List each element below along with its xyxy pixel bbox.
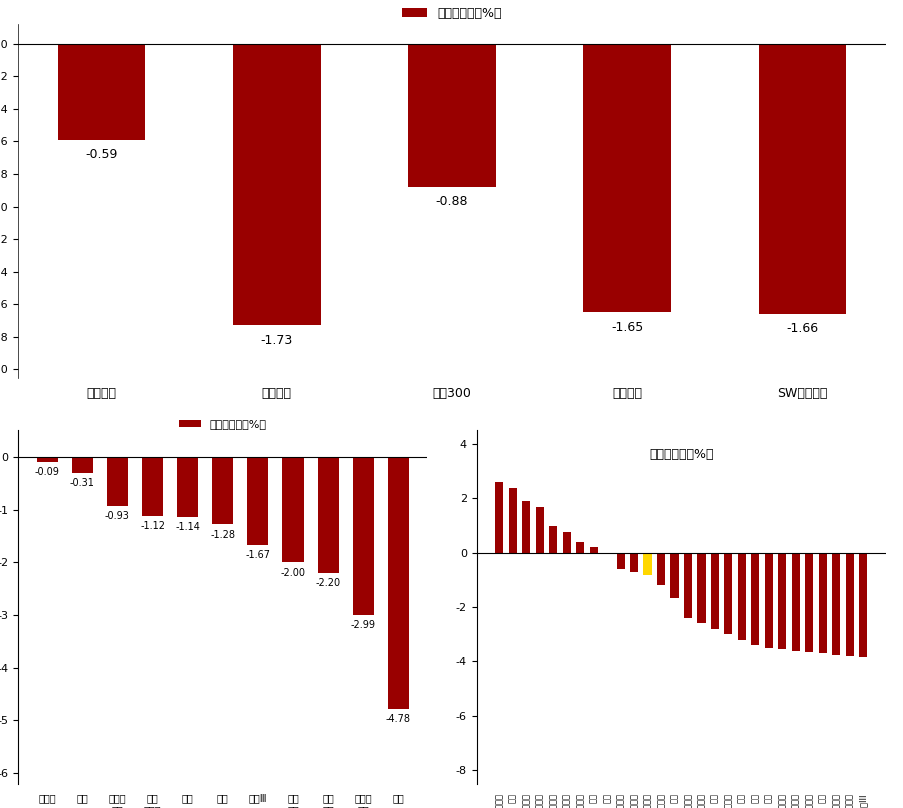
Bar (629, 553, 638, 572)
Bar (670, 553, 678, 598)
Bar (212, 457, 233, 524)
Bar (508, 487, 517, 553)
Text: -0.88: -0.88 (435, 196, 468, 208)
Legend: 一周涨跌幅（%）: 一周涨跌幅（%） (174, 415, 271, 434)
Bar (233, 44, 321, 326)
Text: -4.78: -4.78 (386, 714, 410, 724)
Bar (764, 553, 772, 648)
Bar (408, 44, 495, 187)
Text: -1.12: -1.12 (140, 521, 165, 531)
Text: -1.65: -1.65 (610, 321, 643, 334)
Bar (535, 507, 543, 553)
Text: -0.31: -0.31 (70, 478, 95, 489)
Bar (548, 526, 556, 553)
Bar (495, 482, 503, 553)
Bar (387, 457, 408, 709)
Text: -0.93: -0.93 (105, 511, 130, 521)
Bar (602, 553, 610, 554)
Text: -2.99: -2.99 (350, 620, 376, 629)
Bar (575, 542, 583, 553)
Bar (845, 553, 853, 656)
Text: -1.14: -1.14 (175, 522, 200, 532)
Bar (737, 553, 745, 640)
Bar (791, 553, 799, 650)
Bar (684, 553, 692, 618)
Bar (858, 553, 866, 658)
Bar (582, 44, 670, 313)
Text: -1.73: -1.73 (260, 334, 293, 347)
Bar (750, 553, 759, 645)
Bar (37, 457, 58, 461)
Text: -1.66: -1.66 (786, 322, 818, 335)
Text: -2.00: -2.00 (280, 567, 305, 578)
Bar (317, 457, 339, 573)
Bar (710, 553, 718, 629)
Bar (282, 457, 303, 562)
Bar (832, 553, 840, 654)
Bar (805, 553, 813, 652)
Bar (71, 457, 93, 473)
Text: -0.59: -0.59 (85, 148, 117, 161)
Text: -1.67: -1.67 (245, 550, 270, 560)
Bar (589, 547, 597, 553)
Bar (696, 553, 704, 624)
Text: -2.20: -2.20 (315, 579, 340, 588)
Bar (522, 501, 530, 553)
Bar (177, 457, 198, 517)
Bar (352, 457, 373, 615)
Bar (723, 553, 731, 634)
Bar (58, 44, 145, 140)
Bar (142, 457, 163, 516)
Text: 一周涨跌幅（%）: 一周涨跌幅（%） (648, 448, 712, 461)
Text: -0.09: -0.09 (34, 467, 60, 477)
Bar (758, 44, 845, 314)
Bar (643, 553, 651, 574)
Text: -1.28: -1.28 (210, 529, 235, 540)
Bar (107, 457, 128, 506)
Bar (616, 553, 624, 569)
Bar (818, 553, 826, 654)
Bar (777, 553, 786, 650)
Bar (247, 457, 268, 545)
Bar (656, 553, 665, 585)
Legend: 一周涨跌幅（%）: 一周涨跌幅（%） (396, 2, 507, 25)
Bar (562, 532, 570, 553)
